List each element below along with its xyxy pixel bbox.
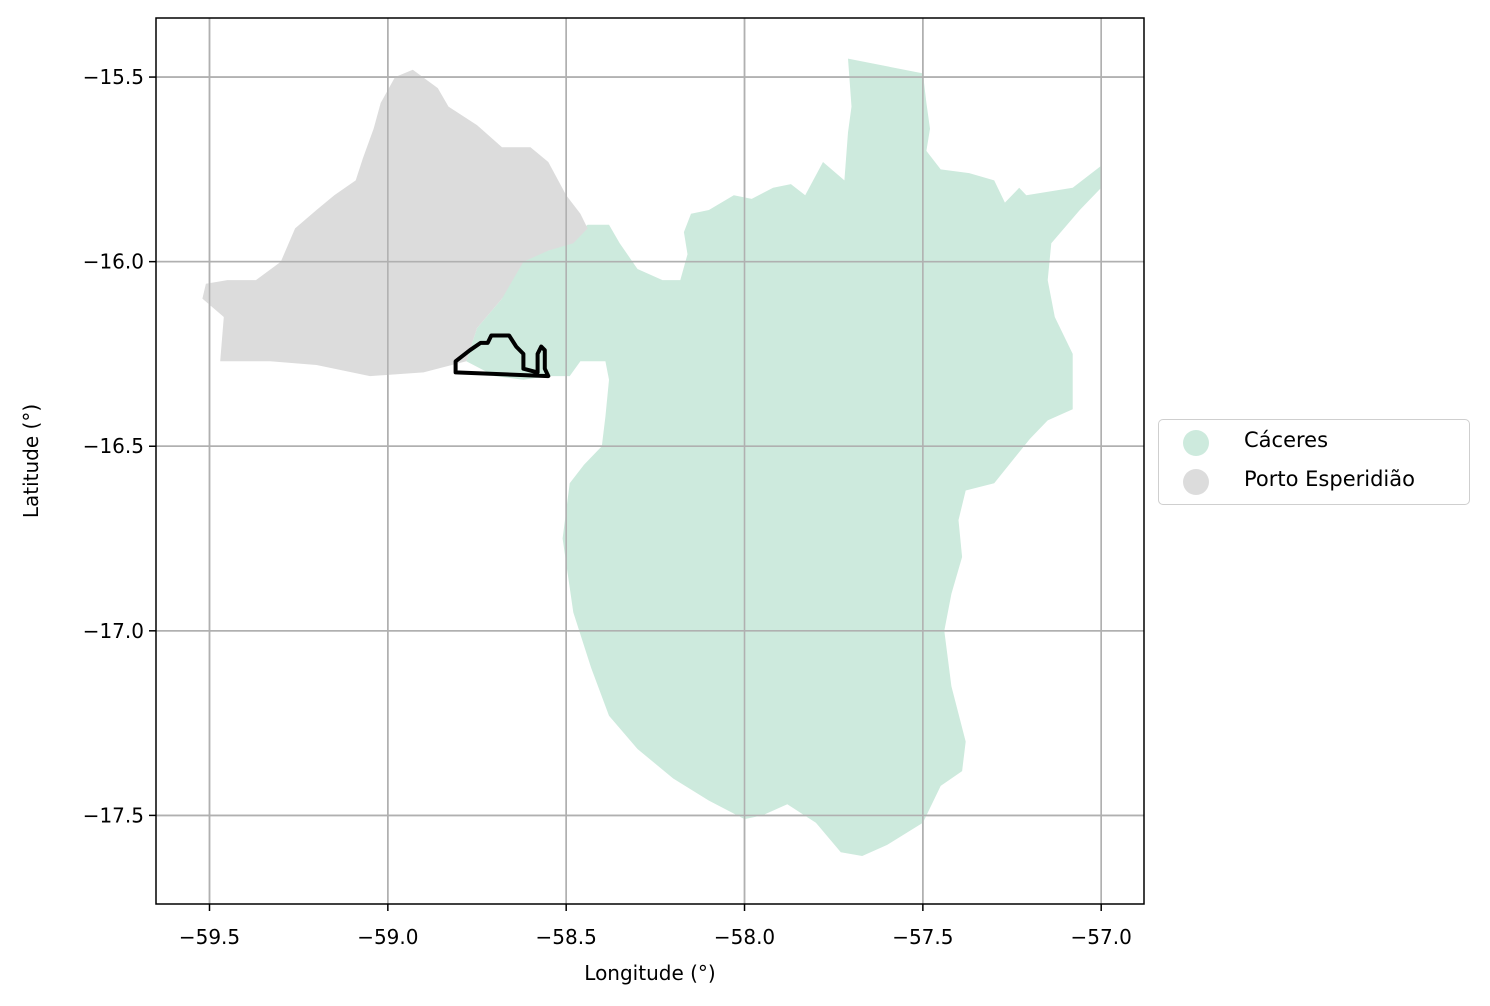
region-porto-esperidiao [202,69,588,377]
x-tick-label: −57.5 [892,925,953,949]
y-axis-label: Latitude (°) [19,404,43,518]
x-tick-label: −59.0 [357,925,418,949]
legend-item-porto-esperidiao: Porto Esperidião [1159,461,1469,501]
y-tick-label: −16.0 [83,250,144,274]
y-tick-label: −17.5 [83,803,144,827]
y-axis-ticks: −15.5 −16.0 −16.5 −17.0 −17.5 [83,65,156,827]
legend-swatch-caceres [1183,430,1209,456]
region-caceres [466,58,1102,857]
x-tick-label: −57.0 [1071,925,1132,949]
y-tick-label: −17.0 [83,619,144,643]
x-axis-ticks: −59.5 −59.0 −58.5 −58.0 −57.5 −57.0 [179,904,1132,949]
legend-label-caceres: Cáceres [1244,428,1329,452]
study-area-outline [453,333,551,379]
y-tick-label: −15.5 [83,65,144,89]
legend-label-porto-esperidiao: Porto Esperidião [1244,467,1415,491]
x-axis-label: Longitude (°) [584,961,715,985]
region-polygons [202,58,1102,857]
legend-item-caceres: Cáceres [1159,422,1469,462]
plot-area-frame [155,17,1145,905]
outline-polygon [156,18,1144,904]
x-tick-label: −58.5 [536,925,597,949]
x-tick-label: −58.0 [714,925,775,949]
legend-swatch-porto-esperidiao [1183,469,1209,495]
x-tick-label: −59.5 [179,925,240,949]
y-tick-label: −16.5 [83,434,144,458]
legend: Cáceres Porto Esperidião [1158,419,1470,505]
